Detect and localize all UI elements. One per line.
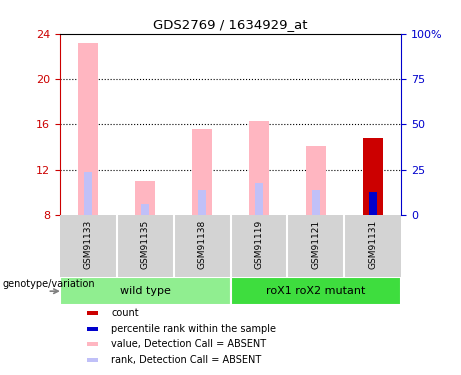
Bar (230, 277, 401, 305)
Bar (192, 129, 212, 215)
Bar (255, 183, 263, 215)
Text: percentile rank within the sample: percentile rank within the sample (111, 324, 276, 334)
Bar (84, 172, 92, 215)
Bar (369, 192, 377, 215)
Bar (306, 146, 326, 215)
Title: GDS2769 / 1634929_at: GDS2769 / 1634929_at (153, 18, 308, 31)
Text: value, Detection Call = ABSENT: value, Detection Call = ABSENT (111, 339, 266, 349)
Bar (312, 190, 320, 215)
Bar (141, 204, 149, 215)
Bar (87, 342, 99, 346)
Bar (87, 311, 99, 315)
Text: GSM91135: GSM91135 (141, 220, 150, 269)
Bar (60, 277, 230, 305)
Text: GSM91138: GSM91138 (198, 220, 207, 269)
Bar (198, 190, 206, 215)
Bar (87, 358, 99, 362)
Text: GSM91133: GSM91133 (84, 220, 93, 269)
Text: count: count (111, 308, 139, 318)
Bar (363, 138, 383, 215)
Bar (249, 121, 269, 215)
Bar (87, 327, 99, 330)
Text: GSM91121: GSM91121 (311, 220, 320, 269)
Bar (369, 192, 377, 215)
Bar (135, 181, 155, 215)
Text: GSM91131: GSM91131 (368, 220, 377, 269)
Text: rank, Detection Call = ABSENT: rank, Detection Call = ABSENT (111, 355, 261, 365)
Text: GSM91119: GSM91119 (254, 220, 263, 269)
Bar (78, 43, 98, 215)
Text: wild type: wild type (120, 286, 171, 296)
Text: genotype/variation: genotype/variation (2, 279, 95, 289)
Bar (363, 138, 383, 215)
Text: roX1 roX2 mutant: roX1 roX2 mutant (266, 286, 366, 296)
